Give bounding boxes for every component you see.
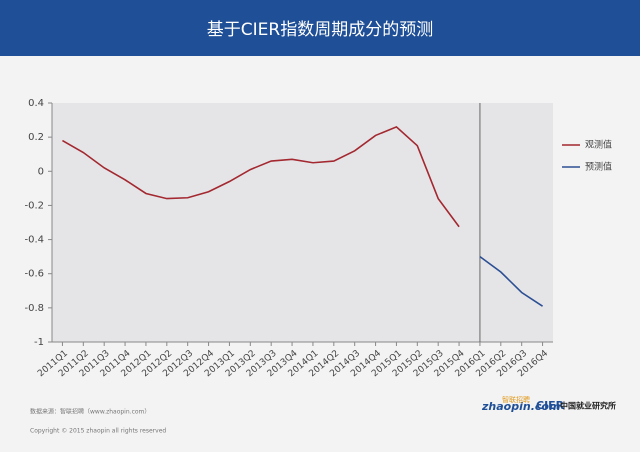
y-tick-label: -0.2 — [24, 200, 44, 211]
logo-cier-cn: 中国就业研究所 — [560, 401, 616, 411]
logo-zhaopin-cn: 智联招聘 — [502, 395, 530, 404]
logo-cier: CIER — [536, 399, 565, 412]
legend-label: 预测值 — [585, 161, 612, 173]
copyright: Copyright © 2015 zhaopin all rights rese… — [30, 428, 166, 435]
y-tick-label: -0.4 — [24, 235, 44, 246]
chart-title: 基于CIER指数周期成分的预测 — [207, 20, 433, 40]
y-tick-label: -0.8 — [24, 303, 44, 314]
header-band — [0, 0, 640, 56]
logo-zhaopin: zhaopin.com — [481, 400, 560, 413]
y-tick-label: -0.6 — [24, 269, 44, 280]
plot-area — [52, 103, 553, 342]
y-tick-label: 0.2 — [28, 132, 44, 143]
source: 数据来源：智联招聘（www.zhaopin.com） — [30, 408, 150, 416]
y-tick-label: 0.4 — [28, 98, 44, 109]
series-line — [479, 255, 544, 307]
series-line — [62, 125, 460, 228]
legend-label: 观测值 — [585, 139, 612, 151]
y-tick-label: -1 — [34, 337, 44, 348]
y-tick-label: 0 — [38, 166, 44, 177]
